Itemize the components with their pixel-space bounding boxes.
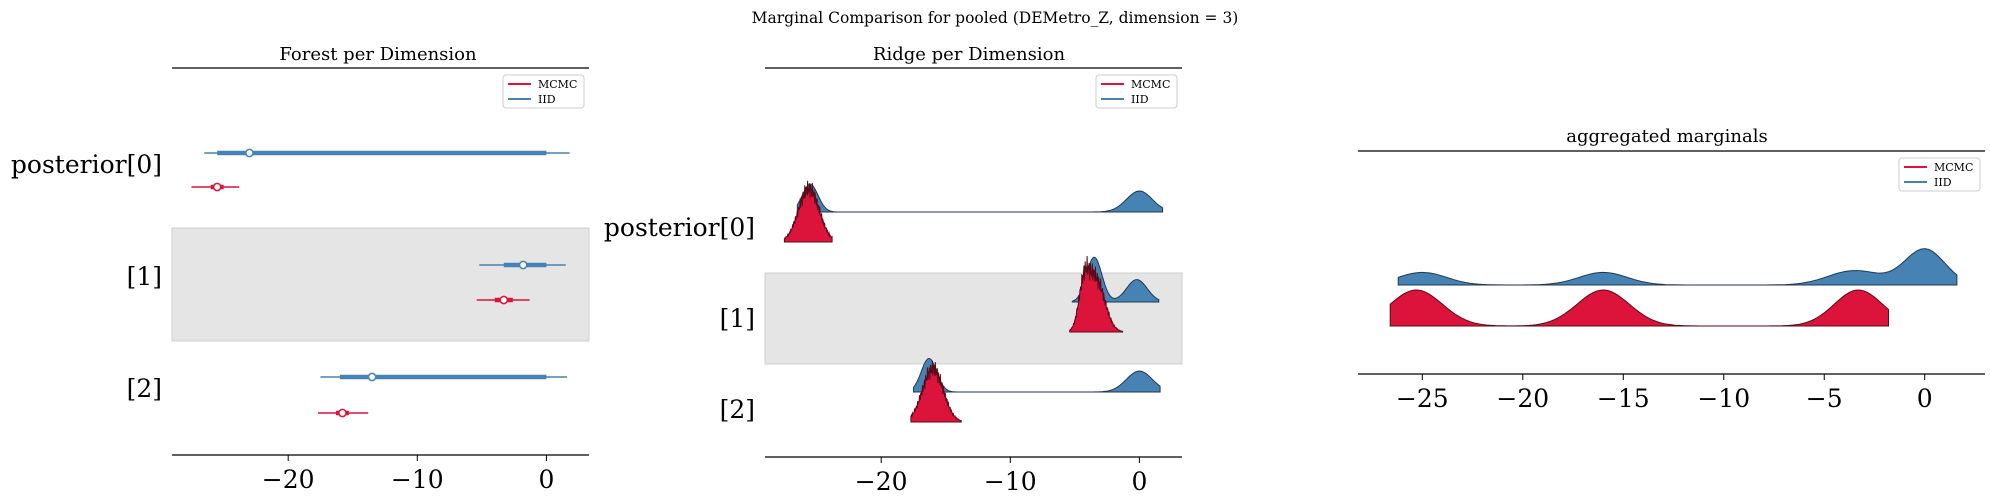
forest-median-iid — [518, 260, 528, 270]
agg-mcmc-density — [1389, 289, 1889, 327]
aggregated-legend: MCMC IID — [1898, 157, 1981, 192]
x-tick-label: −25 — [1396, 384, 1449, 413]
forest-title: Forest per Dimension — [279, 44, 477, 65]
x-tick-label: −15 — [1597, 384, 1650, 413]
x-tick-label: −10 — [1697, 384, 1750, 413]
figure-suptitle: Marginal Comparison for pooled (DEMetro_… — [752, 9, 1239, 27]
forest-median-mcmc — [338, 408, 347, 418]
x-tick-label: 0 — [1917, 384, 1933, 413]
forest-legend: MCMC IID — [502, 74, 585, 109]
forest-median-mcmc — [212, 182, 222, 192]
x-tick-label: −20 — [262, 465, 315, 494]
y-row-label: posterior[0] — [604, 213, 755, 242]
ridge-title: Ridge per Dimension — [873, 44, 1066, 65]
ridge-mcmc-density — [1069, 255, 1124, 333]
x-tick-label: −10 — [391, 465, 444, 494]
x-tick-label: −5 — [1806, 384, 1843, 413]
legend-label-iid: IID — [1934, 176, 1952, 189]
y-row-label: [2] — [127, 374, 162, 403]
legend-label-mcmc: MCMC — [1131, 78, 1170, 91]
ridge-legend: MCMC IID — [1095, 74, 1178, 109]
x-tick-label: 0 — [1131, 467, 1147, 496]
aggregated-panel: aggregated marginals −25 −20 −15 −10 −5 0 MCM… — [1358, 126, 1985, 413]
legend-label-mcmc: MCMC — [538, 78, 577, 91]
ridge-iid-density — [796, 183, 1164, 213]
x-tick-label: 0 — [538, 465, 554, 494]
y-row-label: [1] — [720, 304, 755, 333]
legend-label-iid: IID — [538, 93, 556, 106]
ridge-panel: Ridge per Dimension posterior[0] [1] [2] −2… — [604, 44, 1183, 496]
forest-median-mcmc — [499, 295, 509, 305]
ridge-mcmc-density — [783, 180, 833, 243]
x-tick-label: −10 — [984, 467, 1037, 496]
forest-median-iid — [245, 148, 254, 158]
row-highlight-band — [764, 272, 1183, 365]
forest-panel: Forest per Dimension posterior[0] [1] [2] −… — [11, 44, 590, 494]
aggregated-title: aggregated marginals — [1566, 126, 1767, 147]
y-row-label: [1] — [127, 262, 162, 291]
forest-median-iid — [367, 372, 377, 382]
x-tick-label: −20 — [1496, 384, 1549, 413]
y-row-label: [2] — [720, 395, 755, 424]
x-tick-label: −20 — [855, 467, 908, 496]
legend-label-mcmc: MCMC — [1934, 161, 1973, 174]
ridge-mcmc-density — [910, 360, 962, 423]
agg-iid-density — [1397, 248, 1958, 286]
legend-label-iid: IID — [1131, 93, 1149, 106]
y-row-label: posterior[0] — [11, 150, 162, 179]
row-highlight-band — [171, 227, 590, 342]
